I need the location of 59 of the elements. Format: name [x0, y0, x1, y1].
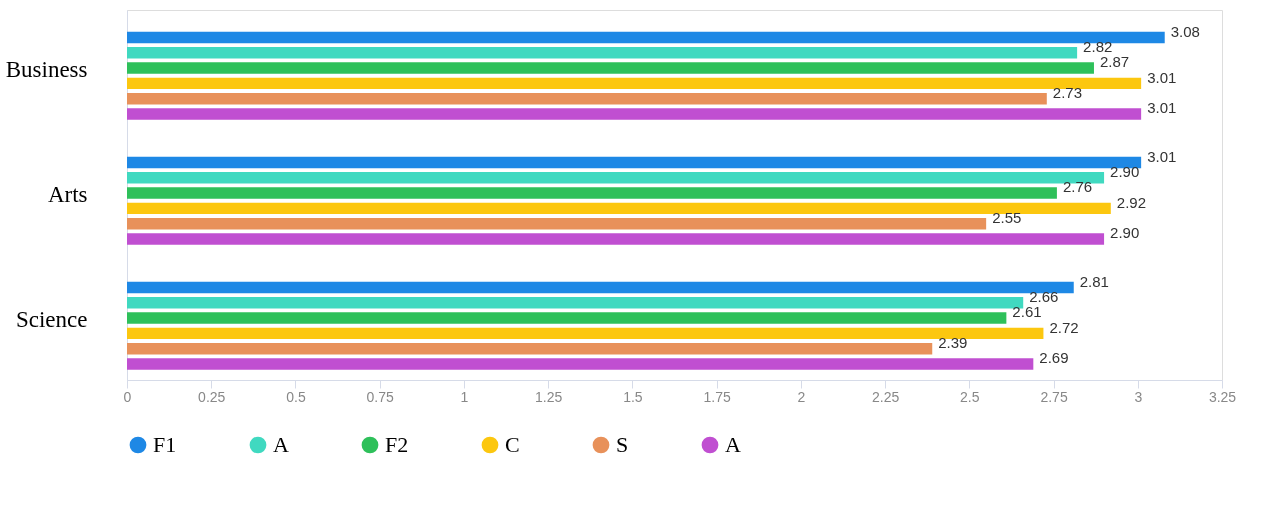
legend-label: A — [273, 432, 289, 457]
data-label: 2.90 — [1110, 224, 1140, 242]
legend-label: C — [505, 432, 520, 457]
bar — [127, 31, 1165, 44]
bar — [127, 358, 1034, 370]
x-tick-label: 0.25 — [198, 388, 226, 405]
data-label: 2.73 — [1052, 83, 1082, 101]
y-tick-label: Science — [15, 307, 88, 332]
bar — [127, 172, 1105, 184]
bar — [127, 281, 1074, 294]
x-tick-label: 2.75 — [1040, 388, 1068, 405]
data-label: 2.55 — [992, 208, 1022, 226]
x-tick-label: 1.5 — [623, 388, 643, 405]
x-tick-label: 2.25 — [871, 388, 900, 405]
bar — [127, 327, 1044, 340]
x-tick-label: 0.75 — [366, 388, 395, 405]
x-tick-label: 3.25 — [1208, 388, 1237, 405]
y-tick-label: Business — [5, 57, 88, 82]
data-label: 3.01 — [1147, 99, 1177, 117]
bar — [127, 312, 1007, 324]
bar — [127, 77, 1142, 90]
data-label: 3.01 — [1147, 147, 1177, 165]
bar — [127, 92, 1047, 105]
data-label: 2.76 — [1062, 178, 1093, 196]
data-label: 3.08 — [1170, 22, 1200, 40]
x-tick-label: 1.25 — [535, 388, 563, 405]
x-tick-label: 2 — [797, 388, 806, 405]
x-tick-label: 1.75 — [703, 388, 731, 405]
data-label: 2.61 — [1012, 303, 1042, 321]
bar — [127, 217, 987, 230]
legend-label: S — [616, 432, 629, 457]
bar — [127, 156, 1142, 169]
x-tick-label: 1 — [460, 388, 469, 405]
data-label: 2.92 — [1116, 193, 1147, 211]
bar — [127, 108, 1142, 120]
data-label: 2.69 — [1039, 349, 1069, 367]
bar — [127, 47, 1078, 59]
bar — [127, 233, 1105, 245]
legend-label: F2 — [385, 432, 409, 457]
x-tick-label: 0.5 — [286, 388, 306, 405]
bar — [127, 297, 1024, 309]
legend-label: A — [725, 432, 741, 457]
x-tick-label: 2.5 — [960, 388, 980, 405]
data-label: 2.90 — [1110, 163, 1140, 181]
x-tick-label: 0 — [123, 388, 132, 405]
data-label: 2.39 — [938, 333, 968, 351]
data-label: 2.72 — [1049, 318, 1079, 336]
bar — [127, 187, 1057, 199]
bar — [127, 202, 1111, 215]
y-tick-label: Arts — [47, 182, 88, 207]
data-label: 2.81 — [1079, 272, 1109, 290]
legend-label: F1 — [153, 432, 177, 457]
x-tick-label: 3 — [1134, 388, 1143, 405]
data-label: 2.87 — [1099, 53, 1130, 71]
data-label: 3.01 — [1147, 68, 1177, 86]
data-label: 2.82 — [1083, 38, 1113, 56]
bar — [127, 62, 1094, 74]
data-label: 2.66 — [1029, 288, 1059, 306]
bar — [127, 342, 933, 355]
